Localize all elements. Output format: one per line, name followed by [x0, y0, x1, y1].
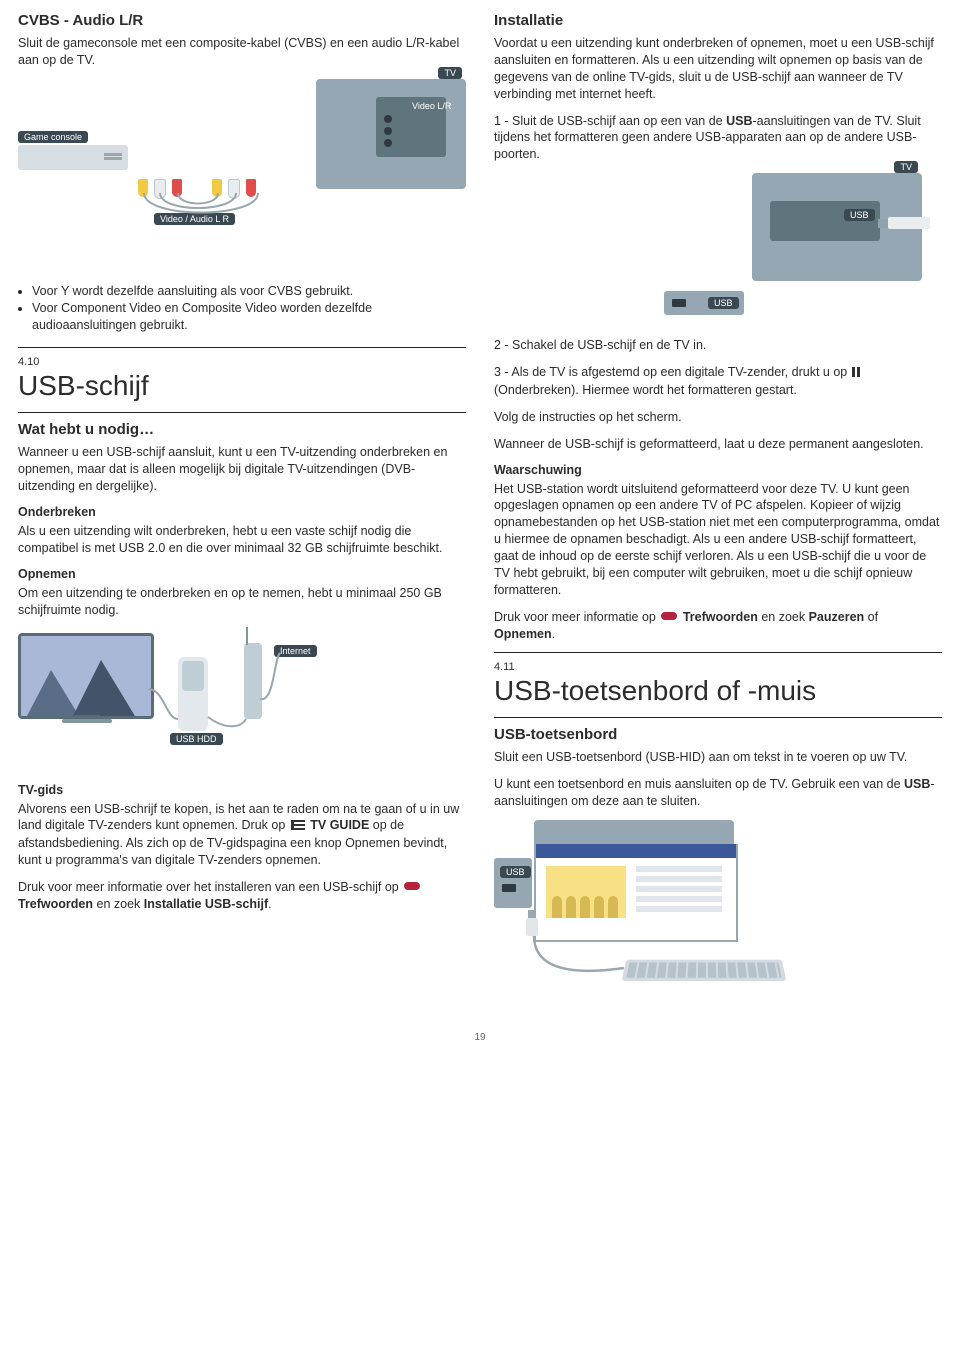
section-number: 4.11 — [494, 661, 942, 673]
label-tv-gids: TV-gids — [18, 783, 466, 797]
figure-usb-tv-back: TV USB USB — [494, 173, 942, 323]
red-key-icon — [661, 612, 677, 620]
paragraph: Het USB-station wordt uitsluitend geform… — [494, 481, 942, 599]
figure-usb-keyboard: USB — [494, 820, 942, 990]
game-console: Game console — [18, 145, 128, 170]
paragraph: 3 - Als de TV is afgestemd op een digita… — [494, 364, 942, 399]
paragraph: Om een uitzending te onderbreken en op t… — [18, 585, 466, 619]
paragraph: 2 - Schakel de USB-schijf en de TV in. — [494, 337, 942, 354]
tv-back-panel: TV USB — [752, 173, 922, 281]
heading-installatie: Installatie — [494, 12, 942, 29]
section-title-usb-toetsenbord: USB-toetsenbord of -muis — [494, 675, 942, 707]
bullet-list: Voor Y wordt dezelfde aansluiting als vo… — [18, 283, 466, 334]
paragraph: Druk voor meer informatie op Trefwoorden… — [494, 609, 942, 643]
label-onderbreken: Onderbreken — [18, 505, 466, 519]
usb-drive — [888, 217, 930, 229]
paragraph: Druk voor meer informatie over het insta… — [18, 879, 466, 913]
subheading: USB-toetsenbord — [494, 726, 942, 743]
list-item: Voor Y wordt dezelfde aansluiting als vo… — [32, 283, 466, 300]
paragraph: Alvorens een USB-schrijf te kopen, is he… — [18, 801, 466, 870]
video-lr-label: Video L/R — [412, 101, 452, 111]
divider — [494, 652, 942, 653]
paragraph: Wanneer u een USB-schijf aansluit, kunt … — [18, 444, 466, 495]
paragraph: Volg de instructies op het scherm. — [494, 409, 942, 426]
pause-icon — [851, 365, 861, 382]
red-key-icon — [404, 882, 420, 890]
tv-label: TV — [894, 161, 918, 173]
label-opnemen: Opnemen — [18, 567, 466, 581]
section-number: 4.10 — [18, 356, 466, 368]
tv-label: TV — [438, 67, 462, 79]
figure-usb-hdd-internet: USB HDD Internet — [18, 629, 466, 769]
paragraph: Sluit de gameconsole met een composite-k… — [18, 35, 466, 69]
paragraph: Sluit een USB-toetsenbord (USB-HID) aan … — [494, 749, 942, 766]
game-console-label: Game console — [18, 131, 88, 143]
label-waarschuwing: Waarschuwing — [494, 463, 942, 477]
list-item: Voor Component Video en Composite Video … — [32, 300, 466, 334]
figure-cvbs-connection: TV Video L/R Game console Video / Audio … — [18, 79, 466, 269]
tv-back-panel: TV Video L/R — [316, 79, 466, 189]
paragraph: Als u een uitzending wilt onderbreken, h… — [18, 523, 466, 557]
paragraph: Voordat u een uitzending kunt onderbreke… — [494, 35, 942, 103]
heading-cvbs: CVBS - Audio L/R — [18, 12, 466, 29]
usb-port-label: USB — [708, 297, 739, 309]
paragraph: Wanneer de USB-schijf is geformatteerd, … — [494, 436, 942, 453]
divider — [18, 347, 466, 348]
paragraph: U kunt een toetsenbord en muis aansluite… — [494, 776, 942, 810]
divider — [494, 717, 942, 718]
section-title-usb-schijf: USB-schijf — [18, 370, 466, 402]
tv-guide-icon — [291, 818, 305, 835]
paragraph: 1 - Sluit de USB-schijf aan op een van d… — [494, 113, 942, 164]
page-number: 19 — [0, 1032, 960, 1053]
divider — [18, 412, 466, 413]
subheading: Wat hebt u nodig… — [18, 421, 466, 438]
usb-port-label: USB — [844, 209, 875, 221]
